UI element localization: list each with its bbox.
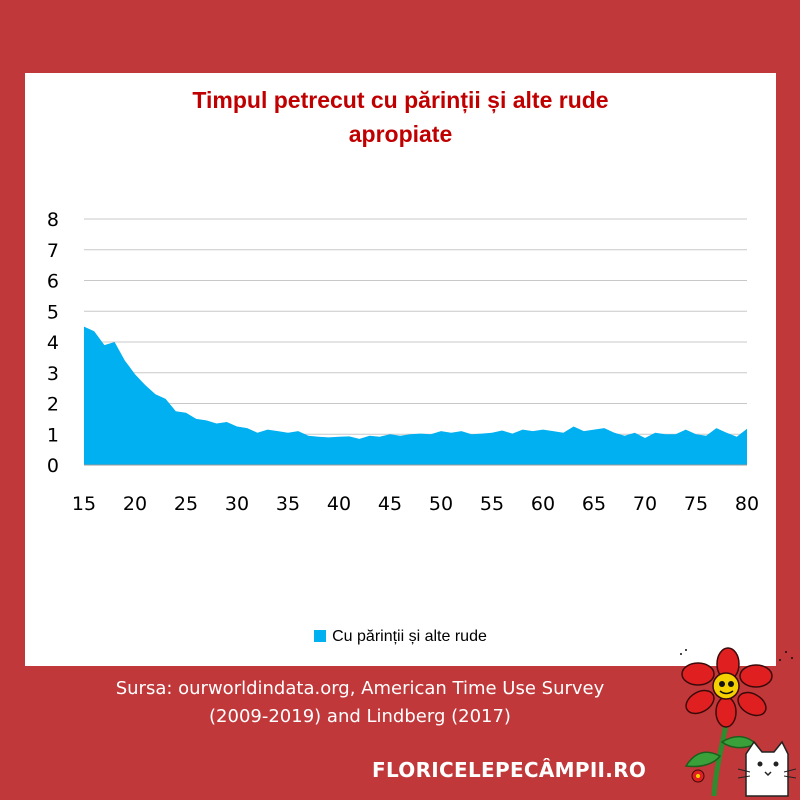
brand-name: FLORICELEPECÂMPII.RO [372,758,647,782]
source-line2: (2009-2019) and Lindberg (2017) [209,706,511,727]
y-tick-label: 5 [47,301,59,323]
y-tick-label: 8 [47,209,59,231]
chart-title: Timpul petrecut cu părinții și alte rude… [25,83,776,151]
y-tick-label: 3 [47,363,59,385]
x-tick-label: 40 [327,493,351,515]
y-tick-label: 1 [47,424,59,446]
source-line1: Sursa: ourworldindata.org, American Time… [115,678,605,699]
x-tick-label: 30 [225,493,249,515]
series-area-0 [84,326,747,465]
x-tick-label: 35 [276,493,300,515]
chart-title-line1: Timpul petrecut cu părinții și alte rude [192,87,609,113]
y-tick-label: 6 [47,271,59,293]
source-note: Sursa: ourworldindata.org, American Time… [40,675,680,731]
y-tick-label: 4 [47,332,59,354]
legend: Cu părinții și alte rude [25,628,776,646]
chart-title-line2: apropiate [348,121,453,147]
x-tick-label: 45 [378,493,402,515]
y-tick-label: 0 [47,455,59,477]
x-tick-label: 20 [123,493,147,515]
x-tick-label: 80 [735,493,759,515]
x-tick-label: 50 [429,493,453,515]
x-tick-label: 15 [72,493,96,515]
x-tick-label: 25 [174,493,198,515]
y-tick-label: 2 [47,394,59,416]
chart-panel: Timpul petrecut cu părinții și alte rude… [25,73,776,666]
x-tick-label: 70 [633,493,657,515]
flower-cat-mascot-icon [680,647,797,797]
y-tick-label: 7 [47,240,59,262]
legend-label: Cu părinții și alte rude [332,628,487,645]
x-tick-label: 75 [684,493,708,515]
x-tick-label: 65 [582,493,606,515]
x-tick-label: 60 [531,493,555,515]
legend-swatch [314,630,327,642]
x-tick-label: 55 [480,493,504,515]
